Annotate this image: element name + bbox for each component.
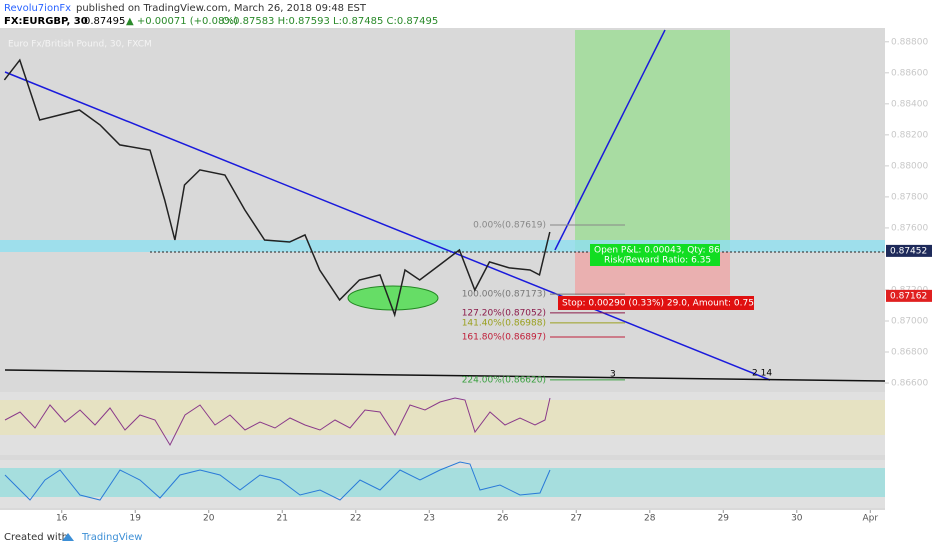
stop-text: Stop: 0.00290 (0.33%) 29.0, Amount: 0.75 (562, 299, 754, 309)
y-tick-label: 0.88000 (891, 161, 928, 171)
y-tick-label: 0.87000 (891, 316, 928, 326)
y-tick-label: 0.86800 (891, 348, 928, 358)
y-tick-label: 0.87600 (891, 223, 928, 233)
x-tick-label: 20 (203, 514, 215, 524)
price-label-box (886, 289, 932, 302)
support-band (0, 240, 885, 252)
position-tool: Open P&L: 0.00043, Qty: 86 Risk/Reward R… (558, 244, 754, 310)
price-line (3, 58, 551, 318)
stoch-band (0, 468, 885, 497)
x-tick-label: 19 (130, 514, 142, 524)
y-tick-label: 0.88400 (891, 99, 928, 109)
footer-created: Created with (4, 532, 68, 543)
price-label: 0.87162 (890, 291, 927, 301)
projection-line (554, 29, 666, 251)
footer-brand: TradingView (81, 532, 142, 543)
x-tick-label: 29 (718, 514, 730, 524)
fib-label: 127.20%(0.87052) (462, 308, 546, 318)
fib-label: 161.80%(0.86897) (462, 332, 546, 342)
last-price: 0.87495 (84, 16, 125, 27)
x-tick-label: 28 (644, 514, 656, 524)
price-label: 0.87452 (890, 246, 927, 256)
x-tick-label: 22 (350, 514, 361, 524)
y-tick-label: 0.88200 (891, 130, 928, 140)
annotation: 3 (610, 370, 616, 380)
x-tick-label: 23 (424, 514, 435, 524)
rsi-line (4, 397, 551, 447)
y-tick-label: 0.87800 (891, 192, 928, 202)
fib-label: 224.00%(0.86620) (462, 375, 546, 385)
y-tick-label: 0.88800 (891, 37, 928, 47)
fib-label: 0.00%(0.87619) (473, 220, 546, 230)
target-zone (575, 30, 730, 250)
highlight-ellipse (347, 285, 439, 311)
chart-title: Euro Fx/British Pound, 30, FXCM (8, 40, 152, 50)
x-tick-label: 26 (497, 514, 509, 524)
x-tick-label: 30 (791, 514, 803, 524)
ratio-text: Risk/Reward Ratio: 6.35 (604, 256, 711, 266)
price-axis (885, 28, 932, 510)
y-tick-label: 0.88600 (891, 68, 928, 78)
x-tick-label: 16 (56, 514, 68, 524)
fib-label: 141.40%(0.86988) (462, 318, 546, 328)
ohlc: O:0.87583 H:0.87593 L:0.87485 C:0.87495 (222, 16, 438, 27)
y-tick-label: 0.86600 (891, 379, 928, 389)
x-tick-label: Apr (863, 514, 879, 524)
trend-line (4, 71, 771, 381)
pnl-text: Open P&L: 0.00043, Qty: 86 (594, 246, 720, 256)
stop-box (558, 296, 754, 310)
published: published on TradingView.com, March 26, … (76, 3, 367, 14)
symbol: FX:EURGBP, 30 (4, 16, 88, 27)
annotation: 2 14 (752, 369, 772, 379)
x-tick-label: 27 (571, 514, 582, 524)
pnl-box (590, 244, 720, 266)
rsi-band (0, 400, 885, 435)
logo (62, 533, 74, 541)
change: ▲ +0.00071 (+0.08%) (126, 16, 238, 27)
price-label-box (886, 244, 932, 257)
fib-label: 100.00%(0.87173) (462, 290, 546, 300)
author: Revolu7ionFx (4, 3, 71, 14)
stoch-line (4, 461, 551, 501)
trend-line (4, 369, 886, 382)
x-tick-label: 21 (277, 514, 288, 524)
